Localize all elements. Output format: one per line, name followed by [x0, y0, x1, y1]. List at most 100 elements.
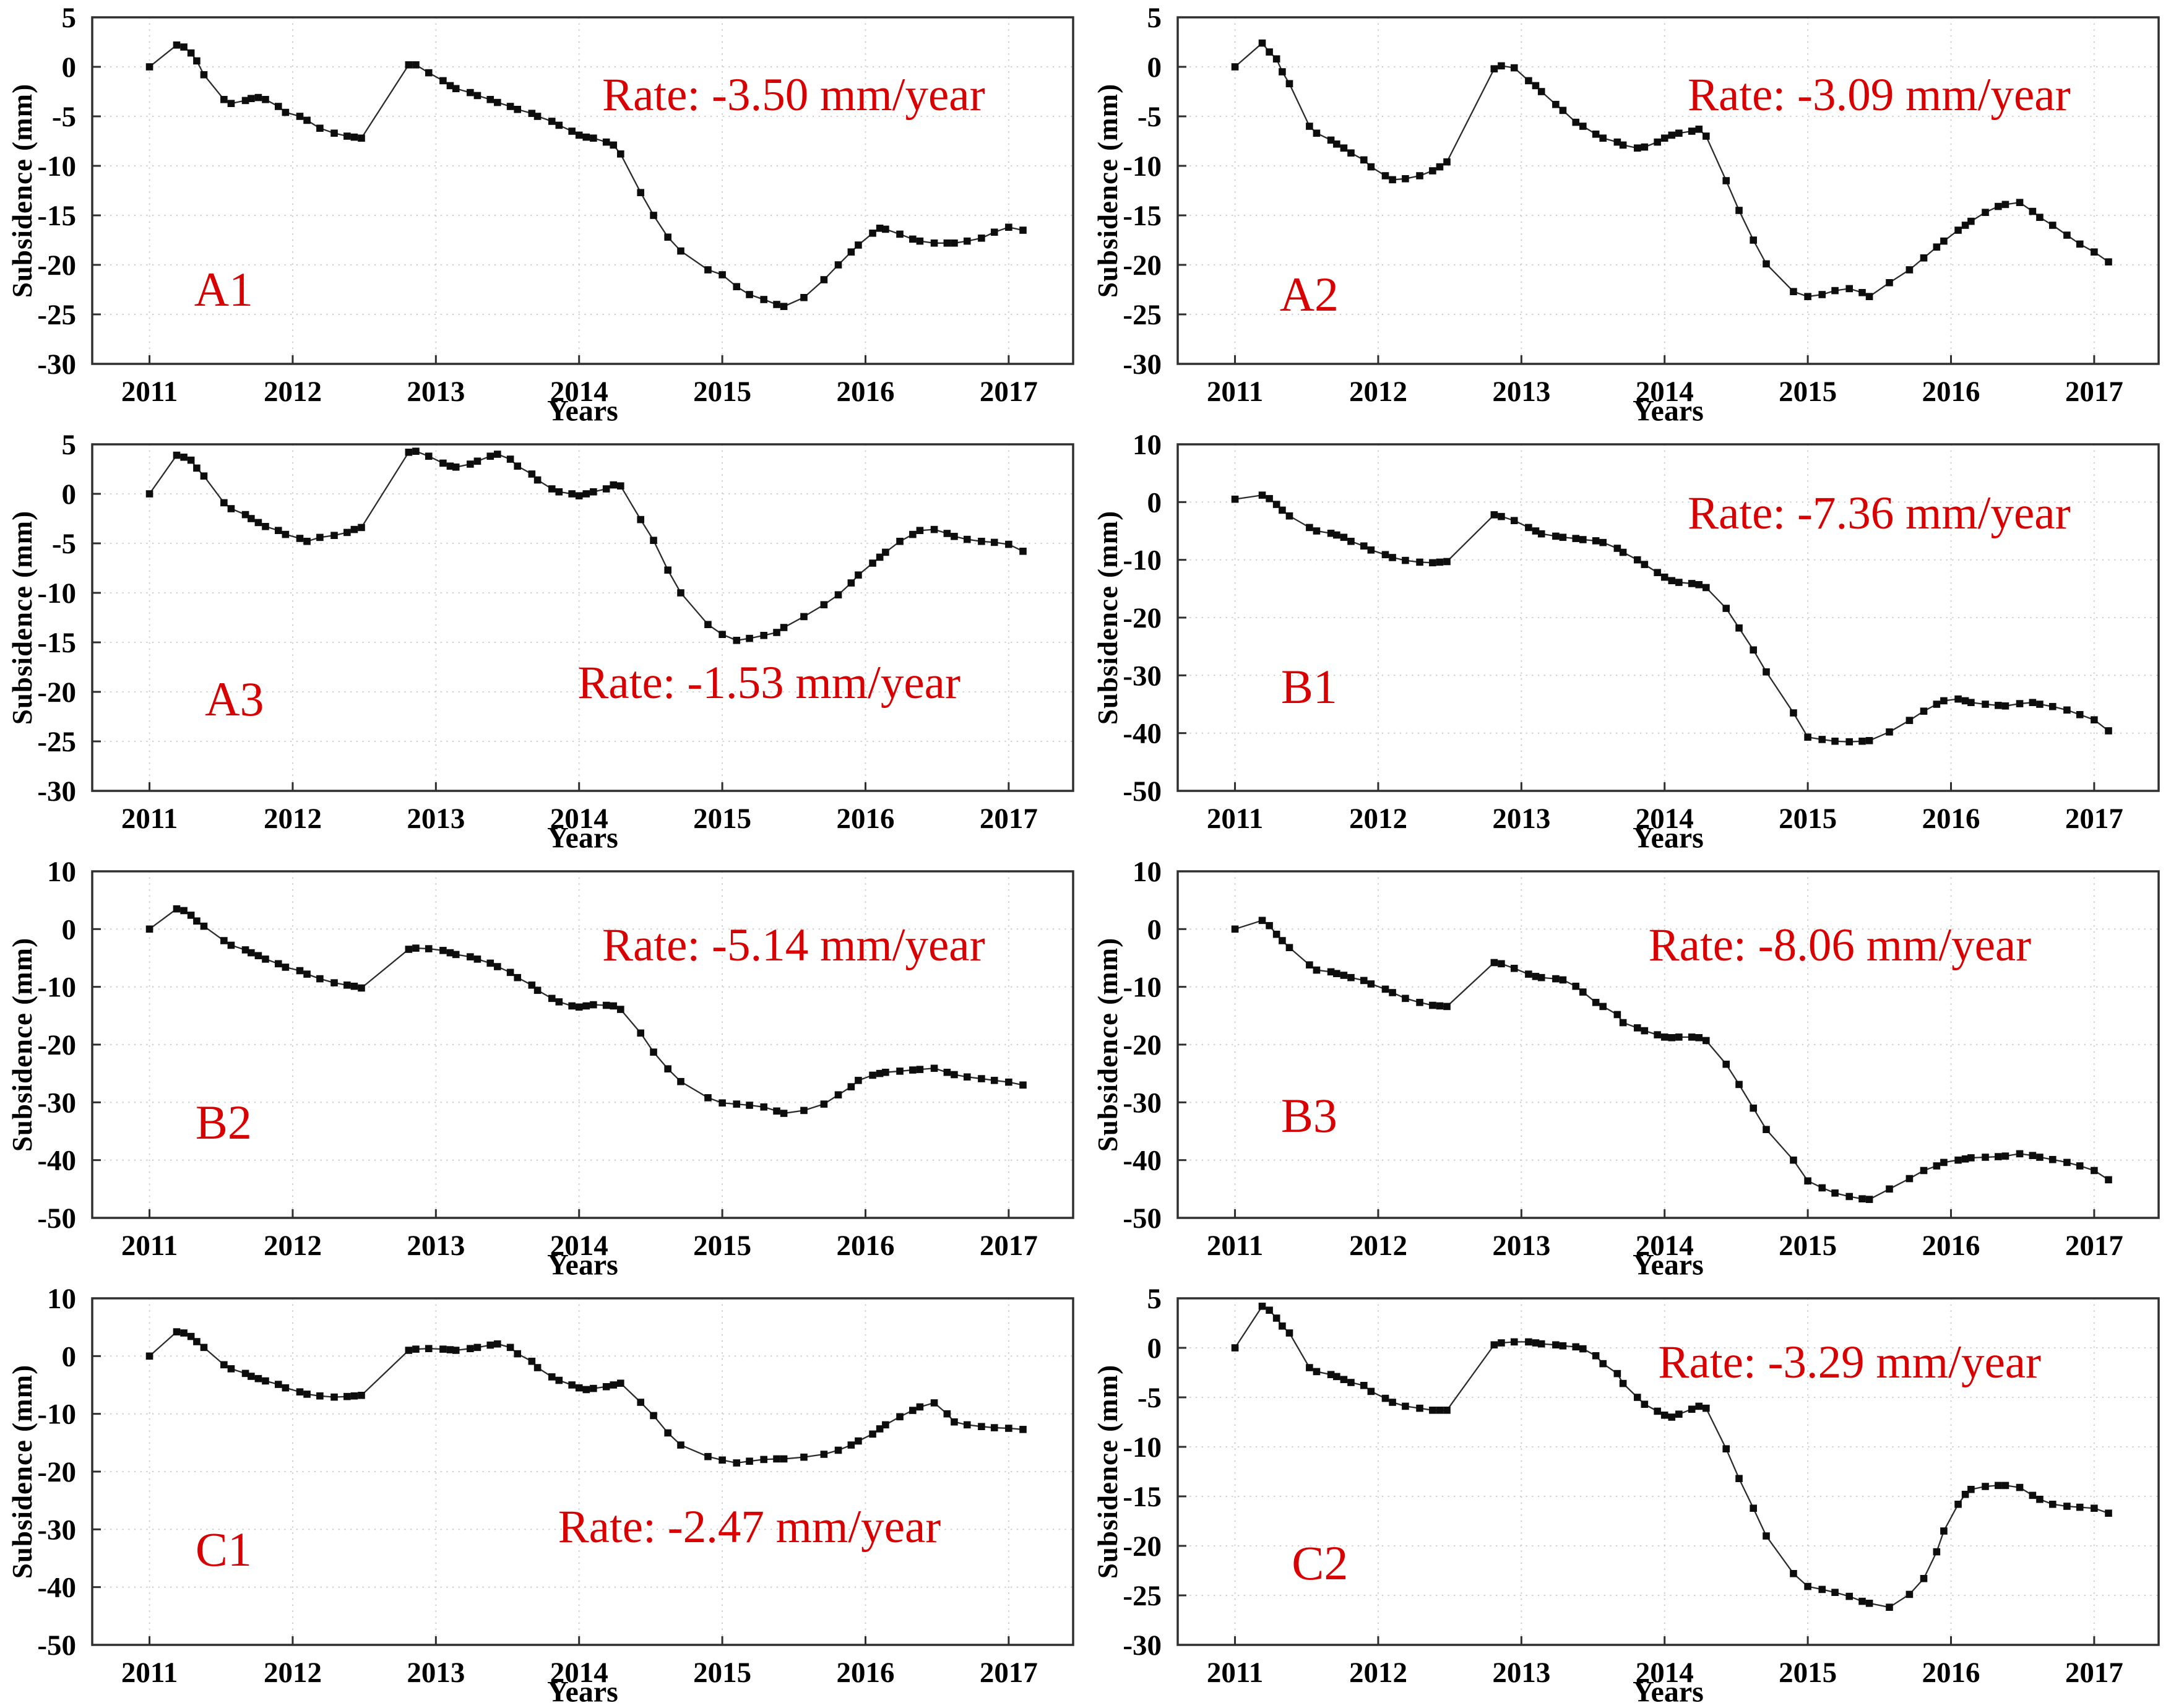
svg-text:2015: 2015	[693, 803, 751, 835]
svg-text:2015: 2015	[1779, 803, 1837, 835]
svg-text:-25: -25	[1123, 1580, 1162, 1612]
svg-text:2016: 2016	[1922, 1657, 1980, 1689]
rate-annotation-b3: Rate: -8.06 mm/year	[1648, 920, 2032, 972]
svg-text:2012: 2012	[264, 376, 322, 408]
svg-text:-30: -30	[37, 1514, 76, 1546]
station-label-c1: C1	[195, 1522, 252, 1576]
svg-text:-15: -15	[1123, 1481, 1162, 1513]
svg-text:2015: 2015	[693, 1230, 751, 1262]
svg-text:0: 0	[62, 1340, 77, 1373]
svg-text:2013: 2013	[407, 1230, 465, 1262]
svg-text:-20: -20	[1123, 1530, 1162, 1563]
svg-text:2016: 2016	[836, 803, 894, 835]
svg-text:0: 0	[62, 478, 77, 511]
svg-text:5: 5	[62, 2, 77, 34]
svg-text:-10: -10	[1123, 150, 1162, 183]
svg-text:2017: 2017	[2065, 803, 2123, 835]
svg-text:2011: 2011	[121, 803, 178, 835]
svg-text:2011: 2011	[1207, 1657, 1263, 1689]
svg-text:2015: 2015	[1779, 1657, 1837, 1689]
x-axis-label: Years	[547, 1675, 618, 1708]
chart-panel-b2: 10 0 -10 -20 -30 -40 -50 2011 2012 2013 2014 2015 20…	[0, 854, 1086, 1282]
chart-panel-c1: 10 0 -10 -20 -30 -40 -50 2011 2012 2013 2014 2015 20…	[0, 1281, 1086, 1708]
svg-text:5: 5	[1147, 2, 1162, 34]
svg-text:2014: 2014	[550, 803, 608, 835]
svg-text:2016: 2016	[1922, 1230, 1980, 1262]
station-label-a2: A2	[1279, 267, 1339, 321]
svg-text:2011: 2011	[1207, 1230, 1263, 1262]
rate-annotation-a1: Rate: -3.50 mm/year	[602, 69, 985, 121]
svg-text:-50: -50	[37, 1202, 76, 1235]
svg-text:-20: -20	[1123, 249, 1162, 282]
rate-annotation-a2: Rate: -3.09 mm/year	[1687, 69, 2071, 121]
rate-annotation-a3: Rate: -1.53 mm/year	[577, 657, 960, 709]
svg-text:2011: 2011	[1207, 376, 1263, 408]
y-axis-label: Subsidence (mm)	[7, 83, 38, 298]
svg-text:-20: -20	[37, 1029, 76, 1061]
svg-text:-5: -5	[52, 101, 76, 133]
svg-text:2015: 2015	[1779, 376, 1837, 408]
svg-text:2013: 2013	[1492, 1657, 1550, 1689]
rate-annotation-b1: Rate: -7.36 mm/year	[1687, 488, 2071, 539]
svg-text:2012: 2012	[264, 1657, 322, 1689]
svg-text:2017: 2017	[2065, 1230, 2123, 1262]
x-axis-label: Years	[547, 394, 618, 428]
chart-panel-a3: 5 0 -5 -10 -15 -20 -25 -30 2011 2012 2013 2014 2015 2…	[0, 427, 1086, 855]
chart-panel-a2: 5 0 -5 -10 -15 -20 -25 -30 2011 2012 2013 2014 2015 2…	[1086, 0, 2171, 428]
svg-text:-10: -10	[1123, 545, 1162, 577]
svg-text:-10: -10	[37, 1399, 76, 1431]
svg-text:2013: 2013	[407, 1657, 465, 1689]
svg-text:0: 0	[62, 913, 77, 946]
svg-text:2017: 2017	[2065, 1657, 2123, 1689]
svg-text:2013: 2013	[407, 803, 465, 835]
y-axis-label: Subsidence (mm)	[1092, 510, 1123, 725]
plot-area-a3: 5 0 -5 -10 -15 -20 -25 -30 2011 2012 2013 2014 2015 2…	[37, 429, 1074, 835]
svg-text:0: 0	[1147, 1332, 1162, 1365]
y-axis-label: Subsidence (mm)	[1092, 937, 1123, 1152]
svg-text:-30: -30	[1123, 348, 1162, 381]
chart-panel-c2: 5 0 -5 -10 -15 -20 -25 -30 2011 2012 2013 2014 2015 2…	[1086, 1281, 2171, 1708]
station-label-b3: B3	[1280, 1088, 1337, 1142]
y-axis-label: Subsidence (mm)	[7, 937, 38, 1152]
svg-text:0: 0	[1147, 486, 1162, 519]
svg-text:2013: 2013	[1492, 1230, 1550, 1262]
svg-text:2011: 2011	[121, 1657, 178, 1689]
svg-text:2013: 2013	[1492, 376, 1550, 408]
svg-text:-30: -30	[1123, 1087, 1162, 1119]
svg-text:2011: 2011	[1207, 803, 1263, 835]
svg-text:-10: -10	[37, 972, 76, 1004]
plot-area-b2: 10 0 -10 -20 -30 -40 -50 2011 2012 2013 2014 2015 20…	[37, 856, 1074, 1262]
svg-text:2016: 2016	[1922, 803, 1980, 835]
svg-text:2015: 2015	[1779, 1230, 1837, 1262]
station-label-a3: A3	[205, 671, 264, 726]
svg-text:-10: -10	[1123, 972, 1162, 1004]
svg-text:2016: 2016	[836, 376, 894, 408]
svg-text:2011: 2011	[121, 1230, 178, 1262]
svg-text:2016: 2016	[836, 1230, 894, 1262]
svg-text:2012: 2012	[1349, 1657, 1407, 1689]
y-axis-label: Subsidence (mm)	[1092, 1364, 1123, 1579]
svg-text:-20: -20	[1123, 1029, 1162, 1061]
chart-panel-b1: 10 0 -10 -20 -30 -40 -50 2011 2012 2013 2014 2015 20…	[1086, 427, 2171, 855]
svg-text:-25: -25	[37, 299, 76, 331]
svg-text:-20: -20	[37, 676, 76, 709]
x-axis-label: Years	[547, 821, 618, 855]
svg-text:2017: 2017	[980, 1230, 1038, 1262]
svg-text:2015: 2015	[693, 1657, 751, 1689]
svg-text:2013: 2013	[1492, 803, 1550, 835]
plot-area-b1: 10 0 -10 -20 -30 -40 -50 2011 2012 2013 2014 2015 20…	[1123, 429, 2160, 835]
svg-text:2014: 2014	[550, 1230, 608, 1262]
svg-text:-25: -25	[37, 726, 76, 758]
rate-annotation-b2: Rate: -5.14 mm/year	[602, 920, 985, 972]
svg-text:10: 10	[1133, 429, 1162, 461]
svg-text:2017: 2017	[980, 803, 1038, 835]
plot-area-a2: 5 0 -5 -10 -15 -20 -25 -30 2011 2012 2013 2014 2015 2…	[1123, 2, 2160, 408]
svg-text:2014: 2014	[1636, 376, 1694, 408]
rate-annotation-c1: Rate: -2.47 mm/year	[558, 1501, 941, 1553]
svg-text:2012: 2012	[1349, 1230, 1407, 1262]
svg-text:2012: 2012	[264, 803, 322, 835]
svg-text:2014: 2014	[1636, 803, 1694, 835]
svg-text:-10: -10	[1123, 1431, 1162, 1464]
svg-text:-25: -25	[1123, 299, 1162, 331]
x-axis-label: Years	[1633, 1675, 1704, 1708]
